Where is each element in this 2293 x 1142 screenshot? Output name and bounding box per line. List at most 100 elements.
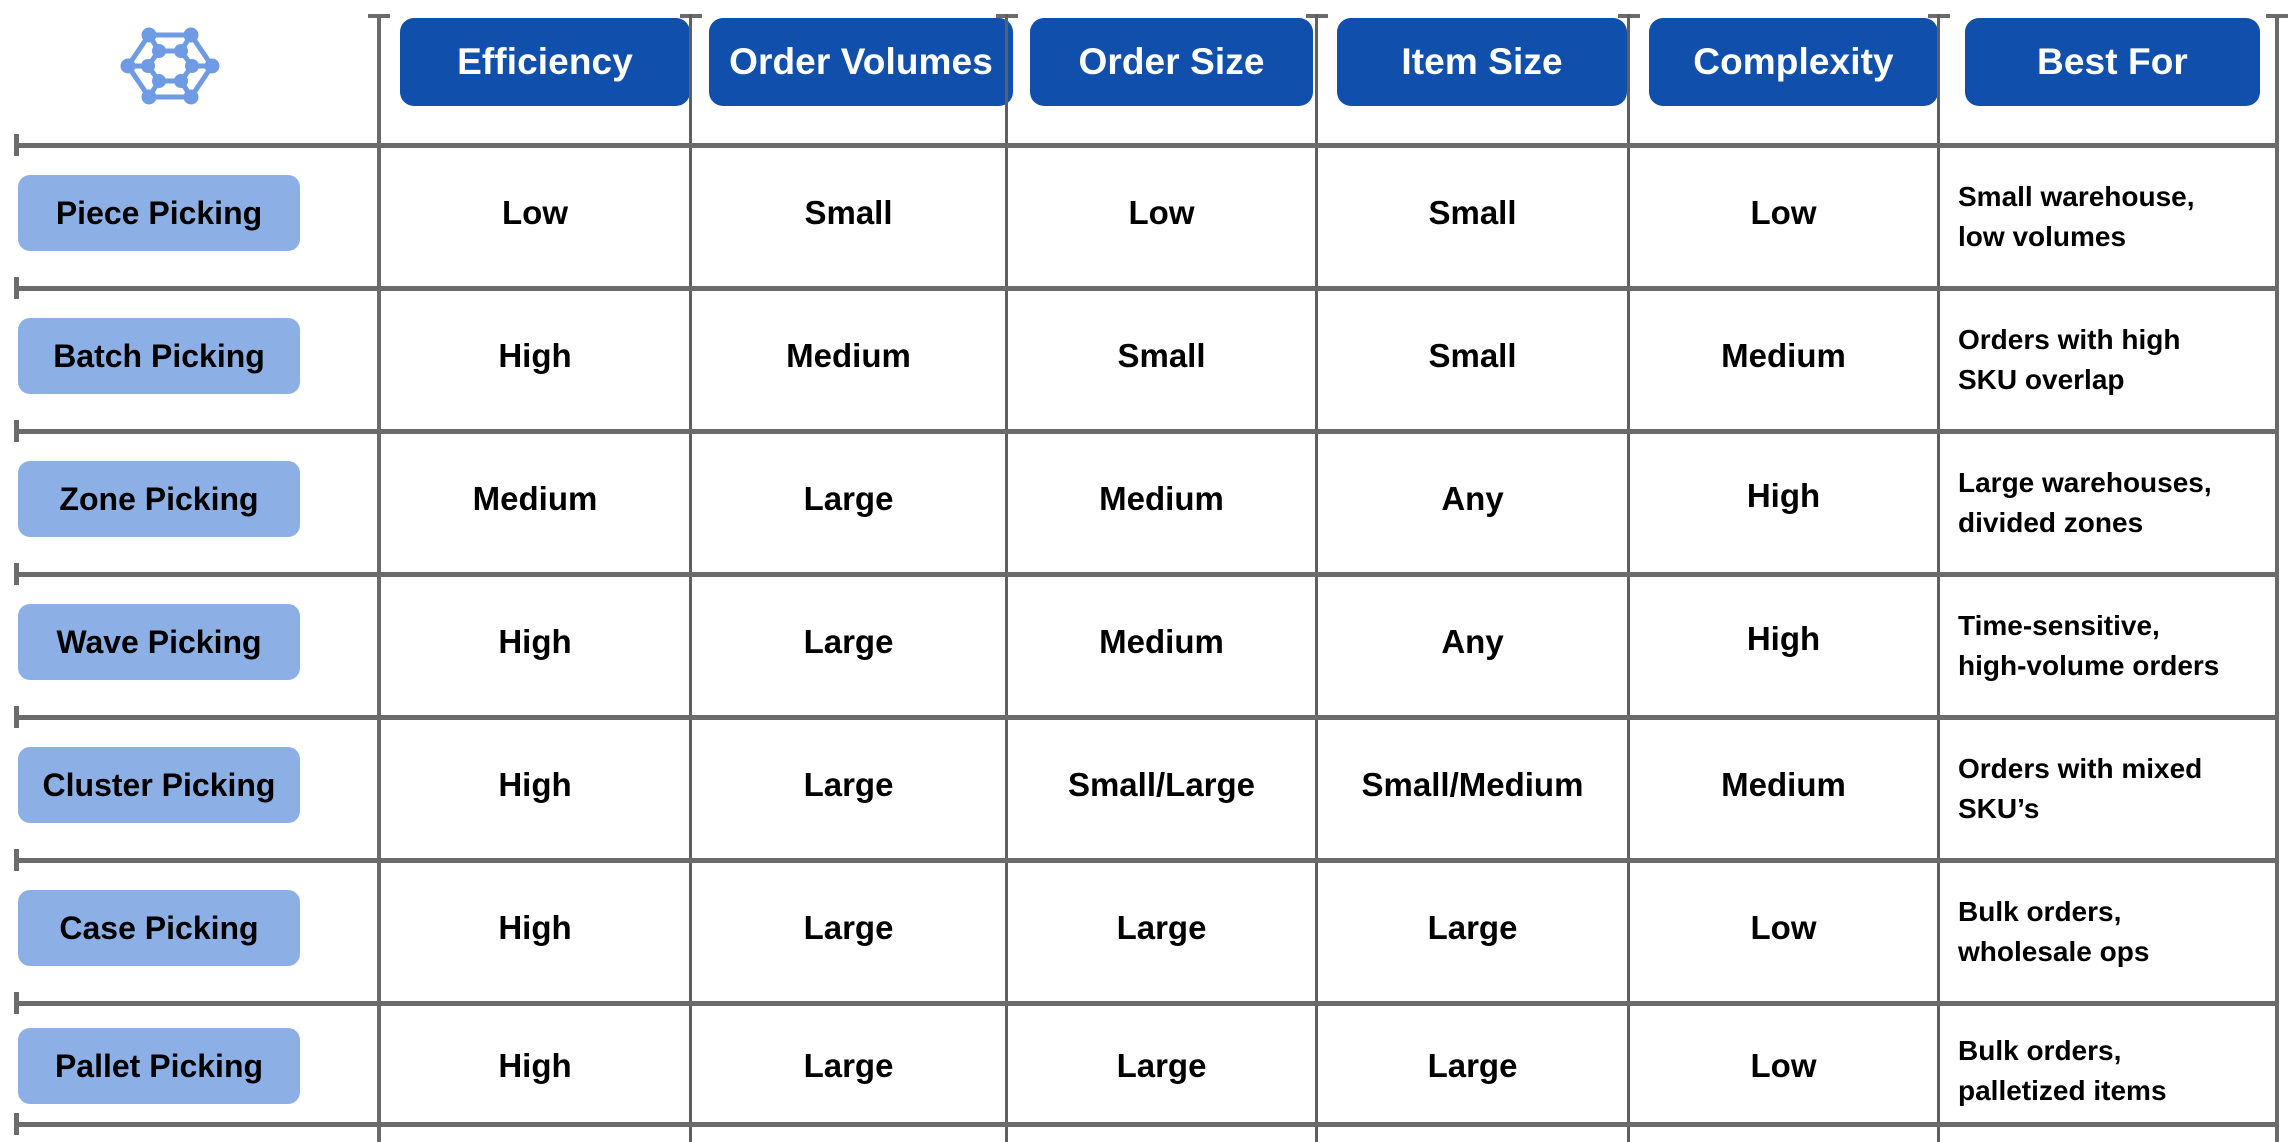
cell-complexity: Medium	[1721, 337, 1846, 374]
column-header-item-size[interactable]: Item Size	[1337, 18, 1627, 106]
cell-best-for: Time-sensitive, high-volume orders	[1948, 581, 2293, 711]
hline-cap	[14, 420, 19, 442]
hline-cap	[14, 563, 19, 585]
cell-efficiency: High	[498, 337, 572, 374]
cell-order-volumes: Large	[803, 909, 894, 946]
best-for-line2: low volumes	[1958, 221, 2127, 252]
row-label-text: Pallet Picking	[54, 1047, 264, 1084]
row-divider-1	[14, 286, 2279, 291]
column-header-order-size[interactable]: Order Size	[1030, 18, 1313, 106]
row-divider-0	[14, 143, 2279, 148]
best-for-line1: Orders with high	[1958, 324, 2181, 356]
best-for-line2: SKU’s	[1958, 793, 2040, 824]
row-label-text: Batch Picking	[53, 337, 265, 374]
row-divider-6	[14, 1001, 2279, 1006]
best-for-line1: Time-sensitive,	[1958, 610, 2160, 642]
column-divider-6	[1937, 14, 1940, 1142]
cell-order-size: Small/Large	[1067, 766, 1256, 803]
hline-cap	[14, 706, 19, 728]
cell-order-volumes: Large	[803, 480, 894, 517]
cell-item-size: Large	[1427, 1047, 1518, 1084]
cell-efficiency: High	[498, 1047, 572, 1084]
cell-order-volumes: Large	[803, 1047, 894, 1084]
cell-order-size: Medium	[1099, 623, 1224, 660]
column-header-label: Order Size	[1078, 41, 1265, 82]
best-for-line2: palletized items	[1958, 1075, 2167, 1106]
table-bottom-edge	[14, 1122, 2279, 1127]
cell-complexity: Low	[1750, 909, 1817, 946]
row-label-wave-picking[interactable]: Wave Picking	[18, 604, 300, 680]
row-label-text: Piece Picking	[55, 194, 263, 231]
vline-cap	[2266, 14, 2288, 18]
column-header-efficiency[interactable]: Efficiency	[400, 18, 690, 106]
vline-cap	[680, 14, 702, 18]
vline-cap	[1928, 14, 1950, 18]
column-header-label: Item Size	[1401, 41, 1563, 82]
cell-efficiency: Medium	[472, 480, 598, 517]
cell-item-size: Any	[1441, 480, 1504, 517]
cell-order-volumes: Large	[803, 623, 894, 660]
row-label-text: Case Picking	[59, 909, 259, 946]
cell-efficiency: High	[498, 766, 572, 803]
cell-order-size: Low	[1128, 194, 1195, 231]
best-for-line1: Bulk orders,	[1958, 896, 2122, 928]
cell-item-size: Small	[1428, 194, 1517, 231]
row-label-pallet-picking[interactable]: Pallet Picking	[18, 1028, 300, 1104]
cell-item-size: Any	[1441, 623, 1504, 660]
cell-order-size: Large	[1116, 909, 1207, 946]
cell-order-volumes: Large	[803, 766, 894, 803]
row-divider-4	[14, 715, 2279, 720]
best-for-line2: divided zones	[1958, 507, 2144, 538]
hline-cap	[14, 134, 19, 156]
column-header-label: Order Volumes	[729, 41, 993, 82]
cell-complexity: Medium	[1721, 766, 1846, 803]
column-header-complexity[interactable]: Complexity	[1649, 18, 1938, 106]
cell-efficiency: Low	[502, 194, 568, 231]
cell-order-size: Small	[1117, 337, 1206, 374]
cell-efficiency: High	[498, 623, 572, 660]
cell-best-for: Large warehouses, divided zones	[1948, 438, 2293, 568]
cell-efficiency: High	[498, 909, 572, 946]
row-label-piece-picking[interactable]: Piece Picking	[18, 175, 300, 251]
cell-best-for: Bulk orders, wholesale ops	[1948, 867, 2288, 997]
best-for-line1: Bulk orders,	[1958, 1035, 2122, 1067]
cell-order-volumes: Medium	[786, 337, 911, 374]
cell-order-volumes: Small	[804, 194, 893, 231]
best-for-line2: wholesale ops	[1958, 936, 2150, 967]
cell-complexity: Low	[1750, 194, 1817, 231]
cell-order-size: Large	[1116, 1047, 1207, 1084]
best-for-line1: Orders with mixed	[1958, 753, 2203, 785]
hline-cap	[14, 277, 19, 299]
cell-best-for: Orders with high SKU overlap	[1948, 295, 2288, 425]
row-label-batch-picking[interactable]: Batch Picking	[18, 318, 300, 394]
cell-complexity: High	[1746, 477, 1821, 514]
column-header-label: Complexity	[1693, 41, 1894, 82]
row-label-text: Zone Picking	[59, 480, 259, 517]
cell-item-size: Small	[1428, 337, 1517, 374]
hline-cap	[14, 992, 19, 1014]
row-divider-3	[14, 572, 2279, 577]
vline-cap	[1618, 14, 1640, 18]
column-header-order-volumes[interactable]: Order Volumes	[709, 18, 1013, 106]
cell-best-for: Bulk orders, palletized items	[1948, 1006, 2288, 1136]
column-header-label: Best For	[2037, 41, 2188, 82]
hline-cap	[14, 849, 19, 871]
row-label-zone-picking[interactable]: Zone Picking	[18, 461, 300, 537]
cell-order-size: Medium	[1099, 480, 1224, 517]
column-header-best-for[interactable]: Best For	[1965, 18, 2260, 106]
best-for-line2: high-volume orders	[1958, 650, 2220, 681]
hline-cap	[14, 1113, 19, 1135]
best-for-line2: SKU overlap	[1958, 364, 2125, 395]
cell-item-size: Small/Medium	[1361, 766, 1584, 803]
row-label-cluster-picking[interactable]: Cluster Picking	[18, 747, 300, 823]
row-label-case-picking[interactable]: Case Picking	[18, 890, 300, 966]
vline-cap	[368, 14, 390, 18]
row-label-text: Cluster Picking	[42, 766, 276, 803]
row-label-text: Wave Picking	[56, 623, 262, 660]
cell-best-for: Orders with mixed SKU’s	[1948, 724, 2288, 854]
column-header-label: Efficiency	[457, 41, 633, 82]
best-for-line1: Large warehouses,	[1958, 467, 2212, 499]
best-for-line1: Small warehouse,	[1958, 181, 2195, 213]
cell-item-size: Large	[1427, 909, 1518, 946]
